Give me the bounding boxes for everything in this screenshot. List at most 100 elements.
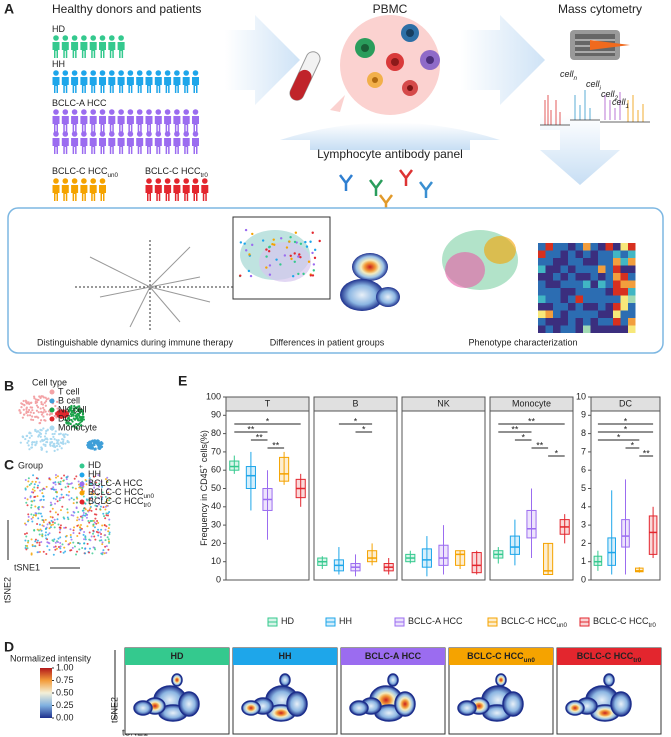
tsne-point — [49, 437, 52, 441]
density-header — [233, 648, 337, 665]
person-icon — [136, 70, 143, 76]
tsne-point — [106, 536, 109, 539]
heatmap-cell — [568, 280, 576, 288]
person-icon — [71, 42, 79, 58]
tsne-point — [27, 539, 30, 542]
tsne-point — [40, 429, 43, 432]
person-icon — [192, 131, 199, 137]
tsne-point — [22, 408, 25, 411]
tsne-point — [99, 536, 102, 539]
heatmap-cell — [575, 243, 583, 251]
tsne-point — [95, 505, 98, 508]
tsne-point — [19, 441, 22, 444]
tsne-point — [40, 413, 44, 416]
tsne-point — [30, 446, 33, 449]
tsne-point — [37, 506, 40, 509]
tsne-point — [25, 410, 28, 413]
person-icon — [192, 116, 199, 132]
y-tick-label: 60 — [211, 465, 221, 475]
person-icon — [99, 131, 106, 137]
pca-point — [275, 258, 278, 261]
tsne-point — [52, 486, 55, 489]
density-title: BCLC-C HCCtr0 — [577, 651, 642, 664]
tsne-point — [49, 444, 52, 447]
tsne-point — [76, 519, 79, 522]
heatmap-cell — [598, 310, 606, 318]
tsne-point — [66, 511, 69, 514]
density-header — [341, 648, 445, 665]
tsne-point — [50, 412, 54, 415]
tsne-point — [68, 490, 71, 493]
tsne-point — [83, 542, 86, 545]
person-icon — [53, 70, 59, 76]
person-icon — [81, 131, 87, 137]
cohort-label-main: HD — [52, 24, 65, 34]
y-label-part: Frequency in CD45 — [199, 468, 209, 546]
legend-label: HH — [88, 469, 101, 479]
tsne-point — [26, 414, 29, 417]
density-blob — [241, 700, 261, 716]
person-icon — [145, 116, 153, 132]
tsne-point — [92, 529, 95, 532]
tsne-point — [60, 411, 63, 414]
pca-point — [302, 272, 305, 276]
tsne-point — [67, 518, 70, 521]
legend-label: HH — [339, 616, 352, 626]
caption: Differences in patient groups — [270, 337, 385, 347]
heatmap-cell — [590, 295, 598, 303]
illustration — [627, 95, 644, 122]
tsne-point — [54, 474, 57, 477]
illustration — [280, 122, 500, 150]
person-icon — [108, 42, 116, 58]
person-icon — [146, 109, 152, 115]
tsne-point — [108, 541, 111, 544]
tsne-point — [89, 497, 92, 500]
cell-label: celln — [560, 69, 578, 82]
heatmap-cell — [613, 243, 621, 251]
tsne-point — [49, 501, 52, 504]
legend-label-main: BCLC-C HCC — [88, 496, 144, 506]
person-icon — [52, 138, 60, 154]
tsne-point — [58, 415, 61, 418]
tsne-point — [106, 499, 109, 502]
legend-label: B cell — [58, 395, 80, 405]
person-icon — [155, 70, 162, 76]
tsne-point — [94, 517, 97, 520]
tsne-point — [40, 515, 43, 518]
illustration — [538, 243, 636, 333]
tsne-point — [24, 539, 27, 542]
tsne-point — [100, 539, 103, 542]
tsne-point — [64, 540, 67, 543]
tsne-point — [60, 447, 63, 450]
tsne-point — [93, 521, 96, 524]
tsne-point — [44, 432, 47, 435]
tsne-point — [97, 441, 100, 445]
panel-label: A — [4, 1, 14, 17]
tsne-point — [98, 539, 101, 542]
heatmap-cell — [560, 295, 568, 303]
person-icon — [183, 178, 189, 184]
person-icon — [90, 131, 96, 137]
tsne-point — [72, 529, 75, 532]
tsne-point — [24, 488, 27, 491]
tsne-point — [30, 500, 33, 503]
density-title: HD — [171, 651, 184, 661]
significance-label: ** — [247, 424, 255, 434]
tsne-point — [57, 545, 60, 548]
tsne-point — [100, 480, 103, 483]
person-icon — [99, 35, 106, 41]
tsne-point — [29, 496, 32, 499]
heatmap-cell — [583, 303, 591, 311]
tsne-point — [56, 400, 59, 403]
tsne-point — [54, 541, 57, 544]
person-icon — [146, 70, 152, 76]
caption: Phenotype characterization — [468, 337, 577, 347]
person-icon — [62, 178, 69, 184]
tsne-point — [78, 548, 81, 551]
tsne-point — [41, 533, 44, 536]
tsne-point — [101, 551, 104, 554]
density-title-main: BCLC-A HCC — [365, 651, 422, 661]
tsne-point — [76, 550, 79, 553]
person-icon — [80, 77, 88, 93]
tsne-point — [72, 414, 75, 417]
